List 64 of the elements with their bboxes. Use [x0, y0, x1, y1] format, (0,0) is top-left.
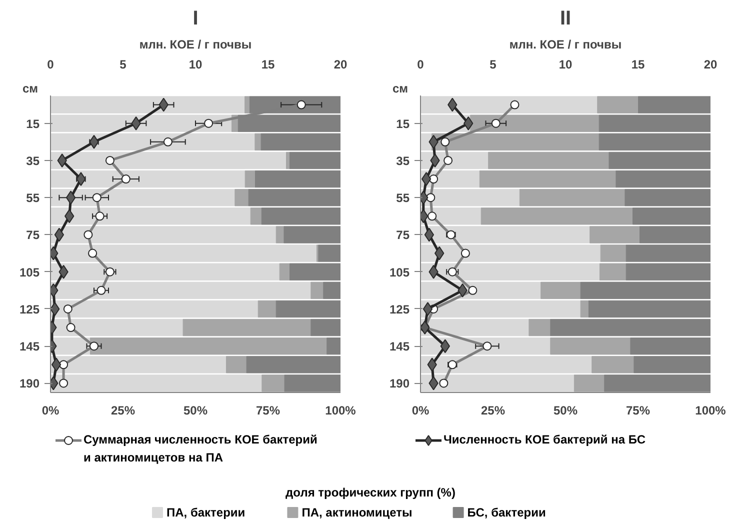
- bar: [262, 374, 285, 392]
- bar: [250, 208, 262, 225]
- x2-tick-label: 10: [558, 58, 572, 72]
- x-tick-label: 25%: [110, 404, 136, 418]
- y-tick-label: 15: [396, 116, 410, 131]
- x2-tick-label: 5: [120, 58, 127, 72]
- legend-label: ПА, актиномицеты: [302, 506, 412, 520]
- bar: [276, 226, 284, 244]
- x-tick-label: 0%: [412, 404, 430, 418]
- legend-label: БС, бактерии: [467, 506, 546, 520]
- x2-tick-label: 15: [631, 58, 645, 72]
- x-tick-label: 100%: [695, 404, 726, 418]
- y-tick-label: 190: [19, 376, 40, 391]
- point: [66, 190, 76, 205]
- x2-axis-title: млн. КОЕ / г почвы: [139, 38, 252, 52]
- y-tick-label: 125: [389, 302, 410, 316]
- legend-label: Численность КОЕ бактерий на БС: [444, 432, 646, 446]
- legend-label: Суммарная численность КОЕ бактерий и актиномицетов на ПА: [84, 432, 318, 465]
- x2-tick-label: 0: [417, 58, 424, 72]
- x-tick-label: 75%: [626, 404, 650, 418]
- bar: [254, 133, 262, 151]
- x-tick-label: 50%: [553, 404, 578, 418]
- x2-tick-label: 10: [188, 58, 202, 72]
- bar: [528, 318, 551, 336]
- x-tick-label: 100%: [325, 404, 356, 418]
- x-tick-label: 75%: [256, 404, 280, 418]
- point: [51, 358, 62, 372]
- point: [422, 302, 433, 316]
- chart-title: II: [560, 8, 572, 30]
- y-tick-label: 35: [396, 154, 410, 168]
- x-tick-label: 25%: [480, 404, 506, 418]
- legend-label: ПА, бактерии: [166, 506, 246, 520]
- point: [421, 172, 432, 186]
- y-tick-label: 145: [389, 340, 410, 354]
- y-tick-label: 105: [389, 265, 410, 280]
- y-tick-label: 125: [19, 302, 40, 316]
- y-axis-title: см: [22, 82, 38, 96]
- y-tick-label: 190: [389, 376, 410, 391]
- y-tick-label: 35: [26, 154, 40, 168]
- bar: [580, 300, 589, 318]
- x2-axis-title: млн. КОЕ / г почвы: [509, 38, 622, 52]
- y-tick-label: 105: [19, 265, 40, 280]
- chart-title: I: [192, 8, 198, 30]
- x2-tick-label: 5: [490, 58, 497, 72]
- x2-tick-label: 20: [704, 58, 718, 72]
- x2-tick-label: 15: [261, 58, 275, 72]
- point: [54, 228, 64, 242]
- y-tick-label: 15: [26, 116, 40, 131]
- bar: [540, 282, 581, 300]
- y-tick-label: 75: [26, 228, 40, 242]
- x-tick-label: 50%: [183, 404, 208, 418]
- y-tick-label: 55: [26, 191, 40, 206]
- x-tick-label: 0%: [42, 404, 60, 418]
- x2-tick-label: 20: [334, 58, 348, 72]
- legend-title: доля трофических групп (%): [286, 486, 456, 500]
- point: [424, 228, 434, 242]
- x2-tick-label: 0: [47, 58, 54, 72]
- bar: [244, 96, 250, 114]
- bar: [310, 282, 324, 300]
- y-tick-label: 75: [396, 228, 410, 242]
- bar: [279, 263, 290, 280]
- y-tick-label: 55: [396, 191, 410, 206]
- y-axis-title: см: [392, 82, 408, 96]
- y-tick-label: 145: [19, 340, 40, 354]
